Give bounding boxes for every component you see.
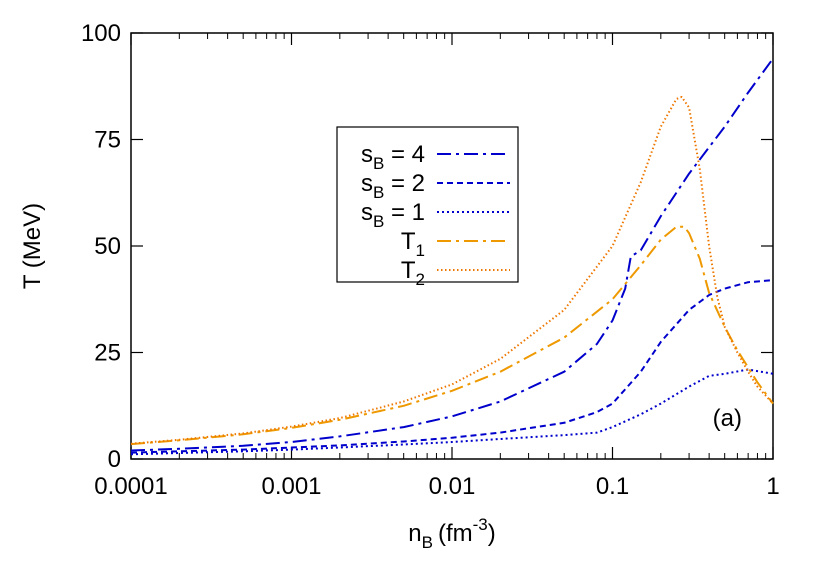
- y-tick-label: 25: [94, 340, 121, 367]
- legend-box: [336, 126, 519, 283]
- legend-label-0: sB = 4: [361, 141, 425, 173]
- axis-ticks: 0.0001 0.001 0.01 0.1 1 0 25 50 75 100: [81, 20, 780, 500]
- legend-label-1: sB = 2: [361, 170, 425, 202]
- series-line-2: [130, 368, 774, 456]
- y-tick-label: 50: [94, 233, 121, 260]
- series-lines: [130, 58, 774, 456]
- x-axis-title: nB (fm-3): [408, 515, 495, 552]
- x-axis-title-main: n: [408, 520, 421, 547]
- series-line-3: [130, 225, 774, 446]
- y-axis-title: T (MeV): [19, 203, 46, 289]
- x-tick-label: 1: [766, 473, 779, 500]
- x-tick-label: 0.001: [261, 473, 321, 500]
- x-tick-label: 0.0001: [94, 473, 167, 500]
- x-axis-title-unit-close: ): [488, 520, 496, 547]
- legend-label-4: T2: [401, 257, 425, 289]
- x-axis-title-superscript: -3: [473, 515, 488, 534]
- y-tick-label: 100: [81, 20, 121, 47]
- x-axis-title-unit: (fm: [438, 520, 473, 547]
- series-line-1: [130, 279, 774, 454]
- legend-label-3: T1: [401, 228, 425, 260]
- legend-label-2: sB = 1: [361, 199, 425, 231]
- panel-label: (a): [713, 405, 742, 432]
- x-tick-label: 0.1: [596, 473, 629, 500]
- y-tick-label: 75: [94, 127, 121, 154]
- series-line-0: [130, 58, 774, 452]
- x-axis-title-subscript: B: [422, 533, 433, 552]
- x-tick-label: 0.01: [429, 473, 476, 500]
- y-tick-label: 0: [108, 446, 121, 473]
